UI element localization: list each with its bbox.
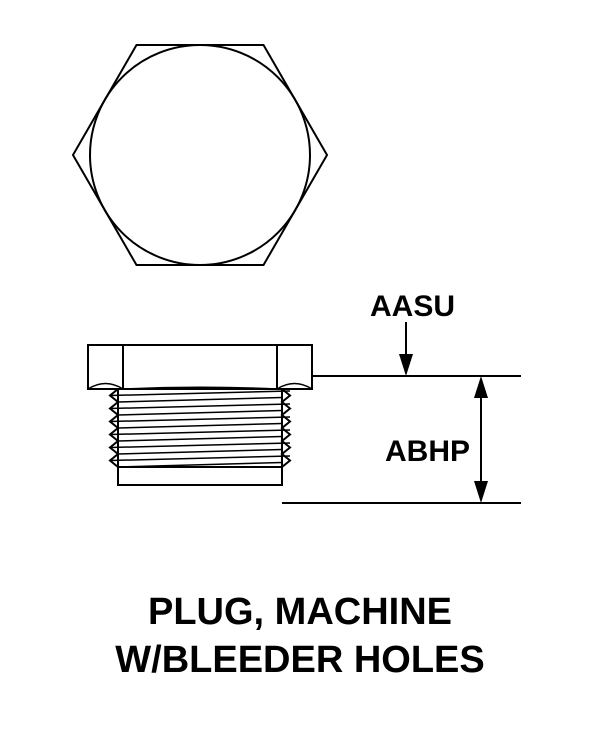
title-line-2: W/BLEEDER HOLES [0,638,600,684]
dimension-label-aasu: AASU [370,290,455,324]
diagram-canvas: AASU ABHP PLUG, MACHINE W/BLEEDER HOLES [0,0,600,750]
dimension-label-abhp: ABHP [385,435,470,469]
title-line-1: PLUG, MACHINE [0,590,600,636]
